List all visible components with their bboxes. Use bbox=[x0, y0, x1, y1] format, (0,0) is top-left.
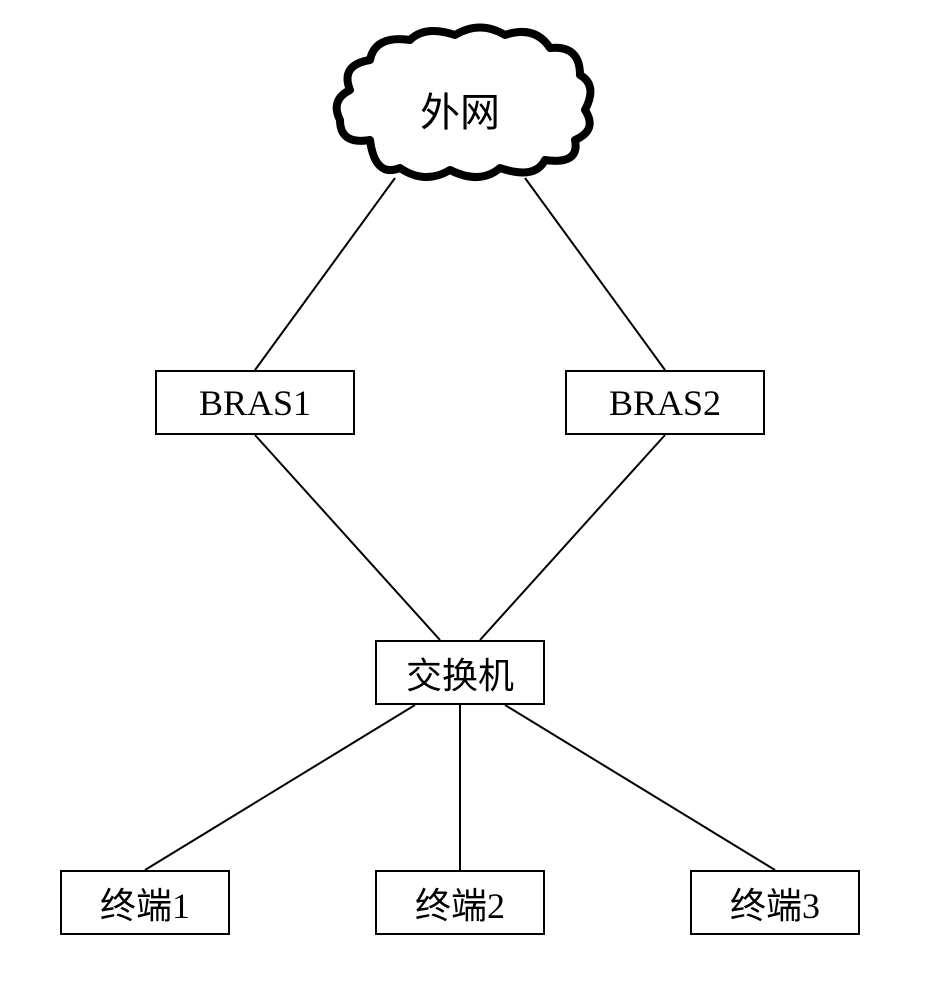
edge-cloud-bras2 bbox=[525, 178, 665, 370]
switch-label: 交换机 bbox=[406, 647, 514, 699]
bras2-label: BRAS2 bbox=[609, 382, 721, 424]
terminal2-label: 终端2 bbox=[415, 877, 505, 929]
terminal3-node: 终端3 bbox=[690, 870, 860, 935]
bras2-node: BRAS2 bbox=[565, 370, 765, 435]
bras1-node: BRAS1 bbox=[155, 370, 355, 435]
terminal1-node: 终端1 bbox=[60, 870, 230, 935]
terminal1-label: 终端1 bbox=[100, 877, 190, 929]
switch-node: 交换机 bbox=[375, 640, 545, 705]
terminal2-node: 终端2 bbox=[375, 870, 545, 935]
edge-bras1-switch bbox=[255, 435, 440, 640]
edge-cloud-bras1 bbox=[255, 178, 395, 370]
cloud-label: 外网 bbox=[410, 80, 510, 138]
edge-switch-term3 bbox=[505, 705, 775, 870]
edge-switch-term1 bbox=[145, 705, 415, 870]
bras1-label: BRAS1 bbox=[199, 382, 311, 424]
edge-bras2-switch bbox=[480, 435, 665, 640]
terminal3-label: 终端3 bbox=[730, 877, 820, 929]
